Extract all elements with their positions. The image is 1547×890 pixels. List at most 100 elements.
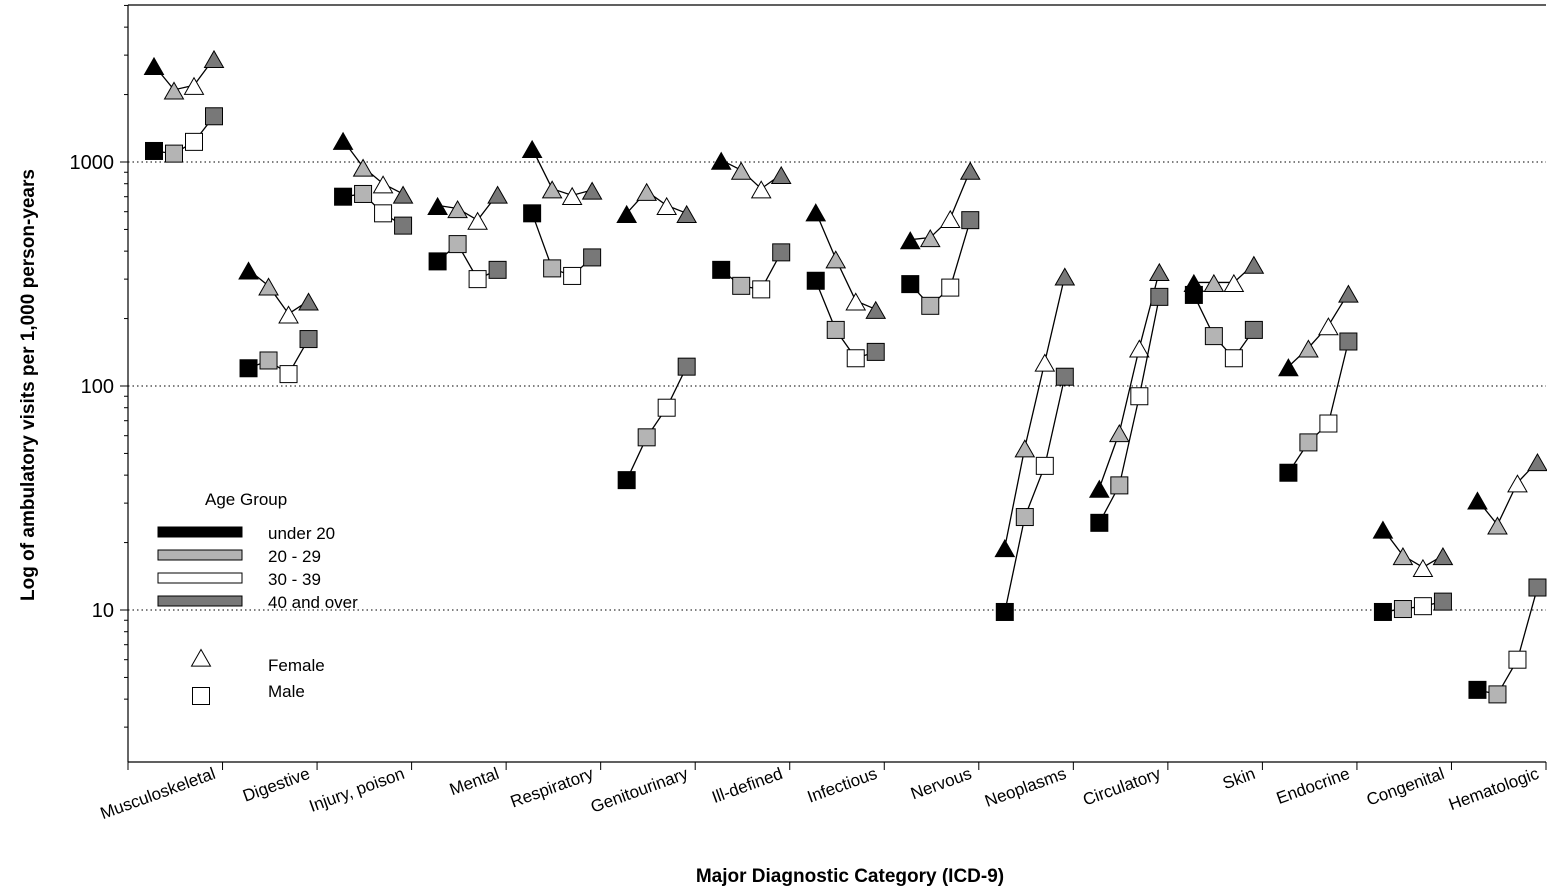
male-marker <box>563 266 582 285</box>
series-line <box>815 280 876 360</box>
legend-label: Female <box>268 656 325 675</box>
female-marker <box>1392 547 1414 566</box>
female-marker <box>636 182 658 201</box>
female-marker <box>521 139 543 159</box>
male-marker <box>1090 513 1109 532</box>
male-marker <box>354 184 373 203</box>
female-marker <box>1372 520 1394 539</box>
male-marker <box>752 280 771 299</box>
x-tick-label: Skin <box>1220 764 1258 793</box>
legend-title: Age Group <box>205 490 287 509</box>
male-marker <box>1468 680 1487 699</box>
female-marker <box>1203 273 1225 293</box>
male-marker <box>826 320 845 339</box>
female-marker <box>1278 358 1299 377</box>
legend-swatch <box>157 572 243 584</box>
female-marker <box>278 305 299 324</box>
female-marker <box>825 250 847 269</box>
male-marker <box>772 243 791 262</box>
series-line <box>720 159 782 190</box>
female-marker <box>770 165 792 185</box>
male-marker <box>1150 287 1169 306</box>
series-line <box>1382 600 1444 613</box>
series-line <box>1476 461 1538 527</box>
series-line <box>815 211 876 310</box>
male-marker <box>394 216 413 235</box>
x-tick-label: Mental <box>447 764 501 799</box>
female-marker <box>805 203 827 222</box>
series-line <box>626 190 687 214</box>
series-line <box>248 338 310 376</box>
female-marker <box>1054 267 1076 286</box>
male-marker <box>995 602 1014 621</box>
female-marker <box>238 261 259 280</box>
male-marker <box>239 359 258 378</box>
female-marker <box>561 186 583 205</box>
female-marker <box>1223 273 1245 293</box>
female-marker <box>203 49 225 69</box>
female-marker <box>919 229 941 248</box>
series-line <box>910 169 971 241</box>
series-line <box>437 193 499 222</box>
series-line <box>153 58 215 91</box>
male-marker <box>145 141 163 160</box>
male-marker <box>1224 349 1243 368</box>
female-marker <box>1128 339 1150 358</box>
female-marker <box>730 161 752 180</box>
female-marker <box>616 204 638 223</box>
female-marker <box>994 539 1016 558</box>
series-line <box>1382 528 1444 569</box>
female-marker <box>1318 317 1339 336</box>
female-marker <box>1507 474 1528 493</box>
x-tick-label: Genitourinary <box>588 764 691 817</box>
female-marker <box>581 181 603 200</box>
male-marker <box>1413 597 1432 616</box>
legend-label: Male <box>268 682 305 701</box>
legend-swatch <box>157 549 243 561</box>
male-marker <box>1035 456 1054 475</box>
x-tick-label: Neoplasms <box>982 764 1068 811</box>
female-marker <box>332 131 354 150</box>
male-marker <box>488 260 507 279</box>
male-marker <box>617 471 636 490</box>
legend-female-marker <box>190 648 212 667</box>
male-marker <box>1130 387 1149 406</box>
male-marker <box>866 342 885 361</box>
male-marker <box>1110 476 1129 495</box>
male-marker <box>1373 602 1392 621</box>
male-marker <box>1433 592 1452 611</box>
x-tick-label: Hematologic <box>1446 764 1542 814</box>
female-marker <box>1148 262 1170 281</box>
male-marker <box>712 260 731 279</box>
male-marker <box>657 398 676 417</box>
series-line <box>531 148 593 196</box>
series-line <box>1004 376 1066 613</box>
x-tick-label: Respiratory <box>508 764 597 812</box>
legend-swatch <box>157 526 243 538</box>
female-marker <box>1034 353 1056 372</box>
series-line <box>437 243 498 280</box>
series-layer <box>143 49 1547 704</box>
legend-swatch <box>157 595 243 607</box>
male-marker <box>1393 600 1412 619</box>
x-tick-label: Endocrine <box>1274 764 1352 808</box>
female-marker <box>1108 423 1130 443</box>
series-line <box>1193 294 1255 360</box>
female-marker <box>1014 439 1036 458</box>
y-tick-label: 1000 <box>70 152 115 174</box>
male-marker <box>543 259 562 278</box>
female-marker <box>1298 339 1319 358</box>
series-line <box>153 115 215 155</box>
female-marker <box>1487 516 1508 535</box>
female-marker <box>710 151 732 170</box>
male-marker <box>1204 327 1223 346</box>
male-marker <box>901 275 920 294</box>
female-marker <box>1467 491 1488 510</box>
axes <box>127 4 1546 763</box>
x-tick-label: Musculoskeletal <box>98 764 218 823</box>
female-marker <box>467 211 488 230</box>
x-tick-label: Ill-defined <box>709 764 785 807</box>
male-marker <box>1488 685 1507 704</box>
female-marker <box>1088 479 1110 498</box>
